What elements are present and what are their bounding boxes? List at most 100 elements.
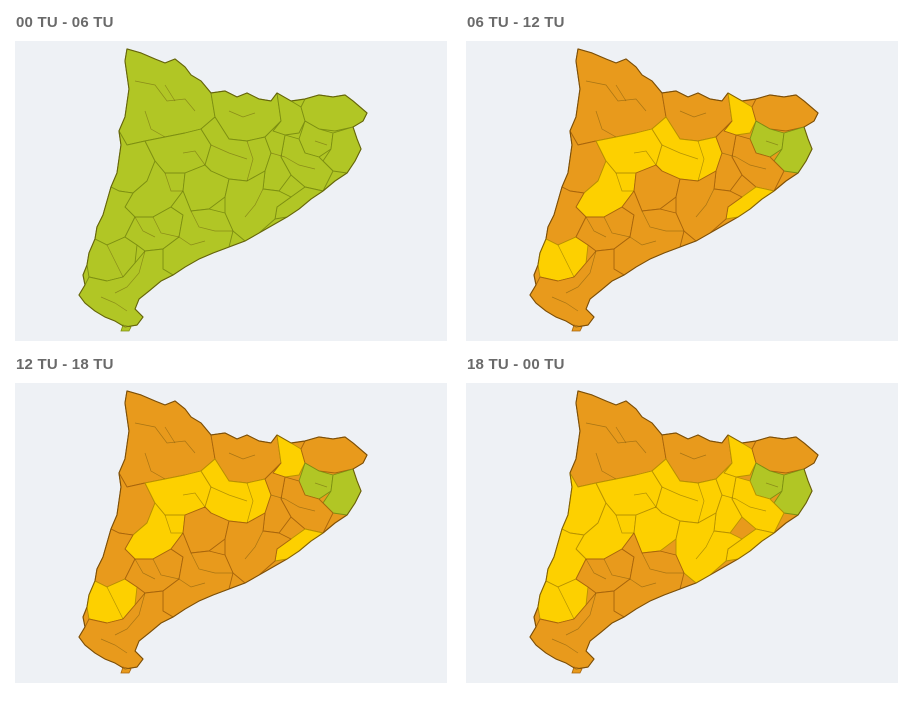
region-border-line	[679, 452, 707, 460]
region-border-line	[695, 530, 715, 560]
region-border-line	[178, 578, 206, 588]
region-border-line	[585, 422, 647, 454]
region-border-line	[178, 236, 206, 246]
region-border-line	[246, 140, 254, 182]
region-border-line	[765, 482, 779, 488]
region-border-line	[106, 586, 124, 620]
map-area[interactable]	[15, 383, 447, 683]
region-border-line	[270, 152, 286, 158]
region-border-line	[695, 188, 715, 218]
region-border-line	[661, 486, 699, 502]
coastline	[78, 48, 368, 328]
region-border-line	[557, 244, 575, 278]
region-border-line	[106, 244, 124, 278]
forecast-panel-2: 06 TU - 12 TU	[466, 0, 898, 341]
region-border-line	[557, 586, 575, 620]
region-border-line	[603, 216, 631, 238]
region-border-line	[246, 482, 254, 524]
region-border-line	[228, 110, 256, 118]
region-border-line	[244, 530, 264, 560]
region-border-line	[641, 210, 684, 232]
region-border-line	[284, 498, 316, 512]
region-border-line	[270, 494, 286, 500]
map-area[interactable]	[466, 383, 898, 683]
region-border-line	[284, 156, 316, 170]
region-border-line	[210, 144, 248, 160]
region-border-line	[134, 558, 156, 580]
region-vallès[interactable]	[713, 120, 743, 192]
map-area[interactable]	[466, 41, 898, 341]
region-border-line	[100, 296, 128, 312]
region-border-line	[100, 638, 128, 654]
region-border-line	[629, 236, 657, 246]
region-border-line	[641, 552, 684, 574]
region-border-line	[134, 80, 196, 112]
region-border-line	[190, 210, 233, 232]
region-border-line	[164, 172, 183, 192]
region-border-line	[114, 250, 146, 294]
region-border-line	[661, 144, 699, 160]
region-border-line	[697, 140, 705, 182]
region-border-line	[735, 156, 767, 170]
region-border-line	[244, 188, 264, 218]
panel-title: 00 TU - 06 TU	[16, 14, 114, 31]
forecast-panel-1: 00 TU - 06 TU	[15, 0, 447, 341]
panel-title: 06 TU - 12 TU	[467, 14, 565, 31]
panel-title: 12 TU - 18 TU	[16, 356, 114, 373]
region-border-line	[314, 140, 328, 146]
region-border-line	[114, 592, 146, 636]
region-border-line	[210, 486, 248, 502]
region-border-line	[152, 216, 180, 238]
region-border-line	[595, 110, 617, 138]
panel-title: 18 TU - 00 TU	[467, 356, 565, 373]
region-border-line	[585, 216, 607, 238]
region-border-line	[603, 558, 631, 580]
forecast-panel-4: 18 TU - 00 TU	[466, 342, 898, 683]
region-border-line	[721, 494, 737, 500]
region-border-line	[164, 426, 176, 444]
region-border-line	[721, 152, 737, 158]
region-border-line	[152, 558, 180, 580]
region-border-line	[182, 492, 206, 508]
map-area[interactable]	[15, 41, 447, 341]
region-border-line	[551, 638, 579, 654]
catalonia-map[interactable]	[15, 41, 447, 341]
region-border-line	[134, 422, 196, 454]
forecast-panel-3: 12 TU - 18 TU	[15, 342, 447, 683]
region-border-line	[134, 216, 156, 238]
region-border-line	[735, 498, 767, 512]
region-border-line	[551, 296, 579, 312]
region-border-line	[679, 110, 707, 118]
region-border-line	[765, 140, 779, 146]
region-border-line	[615, 514, 634, 534]
region-border-line	[633, 492, 657, 508]
region-border-line	[615, 172, 634, 192]
region-border-line	[182, 150, 206, 166]
region-vallès[interactable]	[713, 462, 743, 534]
catalonia-map[interactable]	[466, 383, 898, 683]
region-vallès[interactable]	[262, 462, 292, 534]
region-border-line	[164, 514, 183, 534]
region-border-line	[595, 452, 617, 480]
catalonia-map[interactable]	[466, 41, 898, 341]
region-border-line	[144, 452, 166, 480]
coastline	[529, 390, 819, 670]
region-border-line	[190, 552, 233, 574]
region-border-line	[633, 150, 657, 166]
region-border-line	[565, 250, 597, 294]
region-border-line	[228, 452, 256, 460]
region-border-line	[615, 84, 627, 102]
region-border-line	[697, 482, 705, 524]
region-border-line	[585, 558, 607, 580]
region-border-line	[565, 592, 597, 636]
region-border-line	[629, 578, 657, 588]
region-border-line	[585, 80, 647, 112]
coastline	[529, 48, 819, 328]
region-border-line	[615, 426, 627, 444]
region-border-line	[314, 482, 328, 488]
region-vallès[interactable]	[262, 120, 292, 192]
coastline	[78, 390, 368, 670]
region-border-line	[144, 110, 166, 138]
catalonia-map[interactable]	[15, 383, 447, 683]
